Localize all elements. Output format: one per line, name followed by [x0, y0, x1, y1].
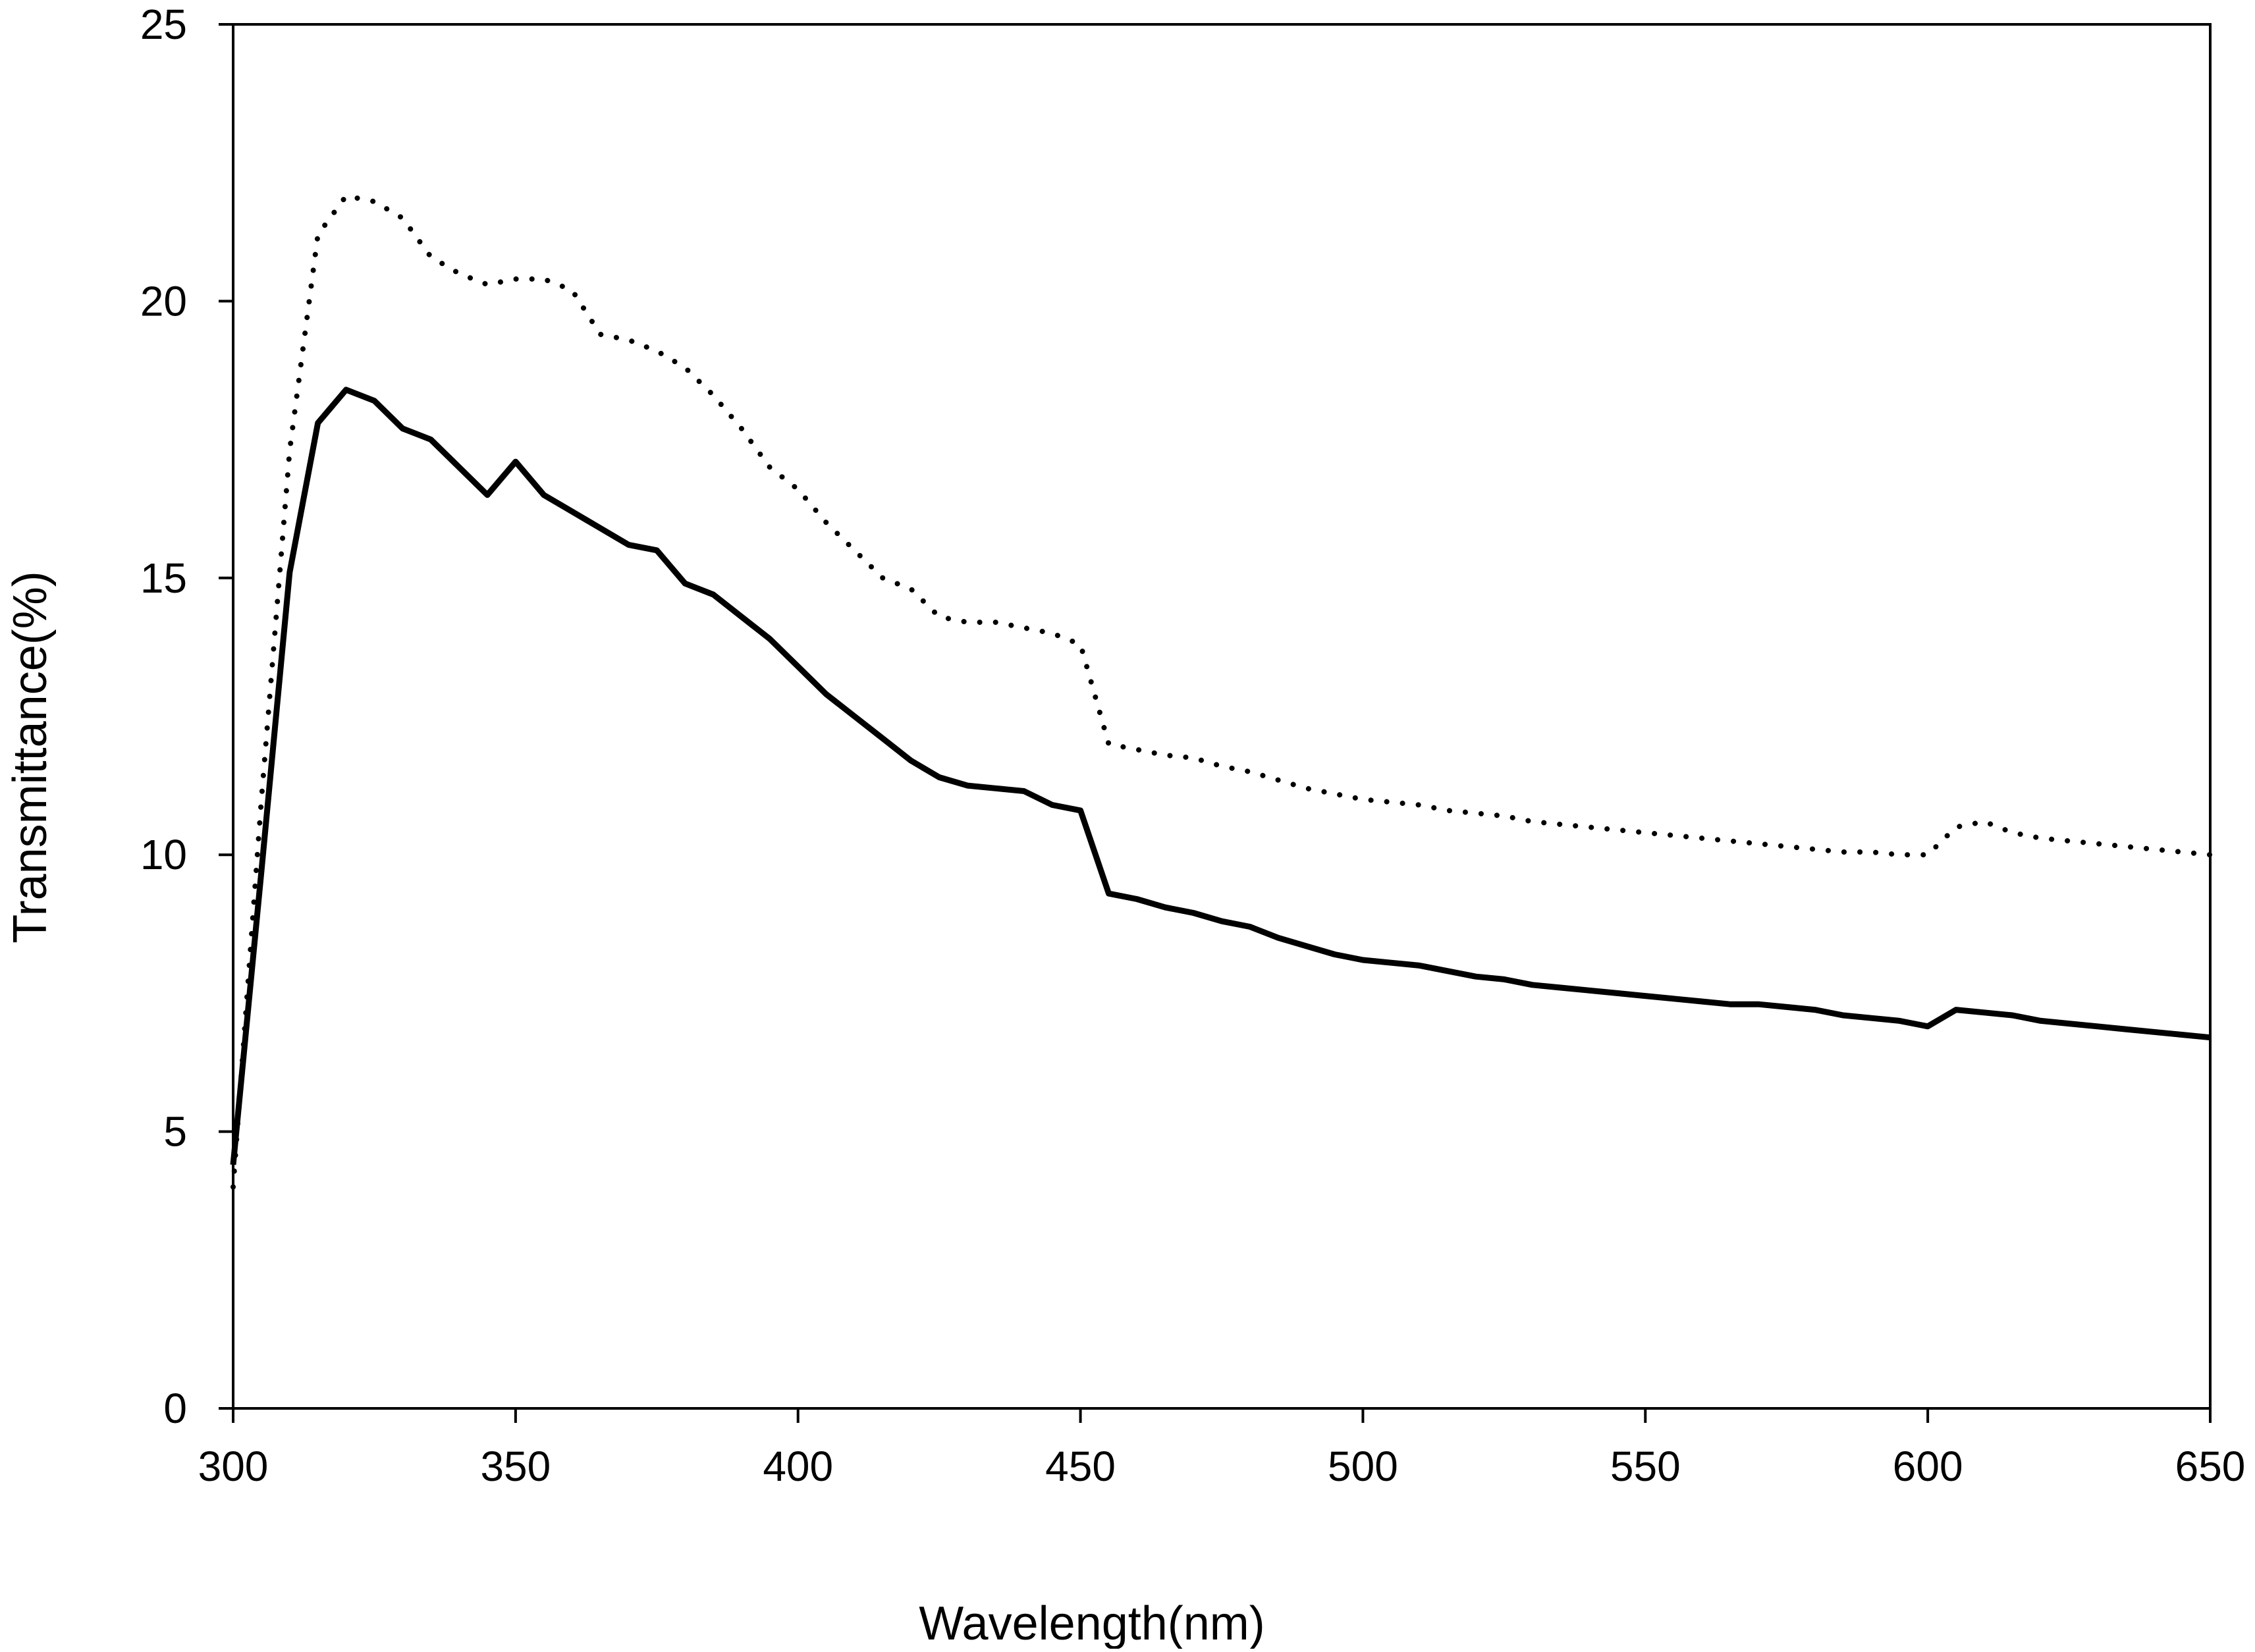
plot-area-border — [232, 23, 2212, 1410]
y-tick-label: 10 — [140, 831, 187, 878]
plot-frame — [232, 23, 2212, 1410]
solid-series-line — [230, 386, 2211, 1165]
y-axis-ticks: 0 5 10 15 20 25 — [140, 1, 233, 1432]
y-tick-label: 25 — [140, 1, 187, 48]
x-tick-label: 400 — [763, 1443, 833, 1490]
x-tick-label: 600 — [1893, 1443, 1963, 1490]
dotted-series-line — [231, 193, 2213, 1190]
x-tick-label: 300 — [198, 1443, 269, 1490]
y-tick-label: 0 — [163, 1385, 187, 1432]
x-tick-label: 550 — [1610, 1443, 1681, 1490]
y-axis-title: Transmittance(%) — [4, 571, 57, 943]
x-tick-label: 500 — [1328, 1443, 1398, 1490]
x-axis-title: Wavelength(nm) — [919, 1597, 1265, 1649]
x-axis-ticks: 300 350 400 450 500 550 600 650 — [198, 1408, 2246, 1490]
y-tick-label: 5 — [163, 1108, 187, 1156]
x-tick-label: 650 — [2175, 1443, 2246, 1490]
x-tick-label: 350 — [480, 1443, 551, 1490]
x-tick-label: 450 — [1045, 1443, 1116, 1490]
series-layer — [230, 193, 2213, 1190]
y-tick-label: 20 — [140, 277, 187, 325]
y-tick-label: 15 — [140, 554, 187, 602]
